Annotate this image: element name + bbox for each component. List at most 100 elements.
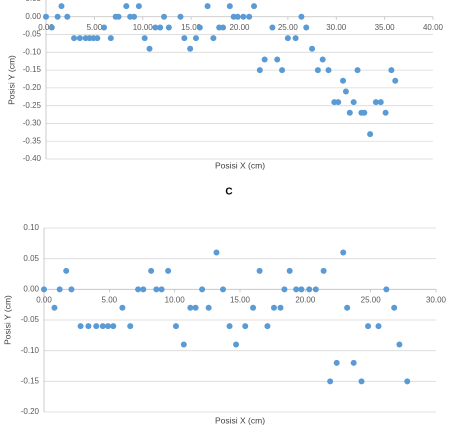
point	[68, 286, 75, 293]
point	[148, 267, 155, 274]
point	[56, 286, 63, 293]
point	[187, 304, 194, 311]
point	[361, 109, 368, 116]
point	[333, 359, 340, 366]
x-axis-title: Posisi X (cm)	[215, 160, 265, 170]
point	[85, 323, 92, 330]
x-axis-title: Posisi X (cm)	[215, 415, 265, 425]
point	[165, 267, 172, 274]
y-tick-label: -0.15	[23, 65, 42, 74]
point	[99, 323, 106, 330]
point	[404, 378, 411, 385]
y-tick-label: -0.25	[23, 101, 42, 110]
y-tick-label: 0.05	[25, 0, 41, 3]
point	[354, 67, 361, 74]
point	[309, 45, 316, 52]
y-tick-label: -0.20	[23, 83, 42, 92]
point	[256, 267, 263, 274]
point	[298, 286, 305, 293]
point	[319, 56, 326, 63]
y-tick-label: -0.35	[23, 136, 42, 145]
point	[41, 286, 47, 293]
x-tick-label: 5.00	[102, 295, 118, 304]
point	[131, 13, 138, 20]
point	[234, 13, 241, 20]
point	[226, 323, 233, 330]
point	[292, 35, 299, 42]
point	[377, 99, 384, 106]
y-axis-title: Posisi Y (cm)	[2, 295, 12, 345]
x-tick-label: 20.00	[229, 23, 250, 32]
point	[43, 13, 49, 20]
x-tick-label: 10.00	[165, 295, 186, 304]
x-tick-label: 0.00	[38, 23, 54, 32]
point	[242, 323, 249, 330]
x-tick-label: 30.00	[426, 295, 447, 304]
point	[314, 67, 321, 74]
point	[320, 267, 327, 274]
point	[226, 3, 233, 10]
y-tick-label: -0.05	[23, 30, 42, 39]
point	[152, 24, 159, 31]
point	[165, 24, 172, 31]
point	[210, 35, 217, 42]
point	[327, 378, 334, 385]
point	[115, 13, 122, 20]
y-tick-label: -0.10	[23, 47, 42, 56]
point	[382, 109, 389, 116]
point	[199, 286, 206, 293]
caption: C	[225, 187, 232, 198]
y-tick-label: -0.10	[21, 346, 40, 355]
point	[180, 341, 187, 348]
point	[325, 67, 332, 74]
point	[192, 35, 199, 42]
y-tick-label: 0.00	[25, 12, 41, 21]
point	[107, 35, 114, 42]
point	[306, 286, 313, 293]
point	[54, 13, 61, 20]
point	[172, 323, 179, 330]
point	[350, 99, 357, 106]
point	[344, 304, 351, 311]
y-tick-label: 0.10	[23, 223, 39, 232]
x-tick-label: 40.00	[423, 23, 444, 32]
point	[284, 35, 291, 42]
point	[350, 359, 357, 366]
point	[119, 304, 126, 311]
point	[269, 24, 276, 31]
point	[123, 3, 130, 10]
point	[375, 323, 382, 330]
y-tick-label: -0.30	[23, 119, 42, 128]
point	[312, 286, 319, 293]
point	[250, 304, 257, 311]
point	[340, 77, 347, 84]
point	[342, 88, 349, 95]
point	[135, 286, 142, 293]
point	[277, 304, 284, 311]
point	[392, 77, 399, 84]
point	[205, 304, 212, 311]
point	[187, 45, 194, 52]
x-tick-label: 15.00	[181, 23, 202, 32]
point	[177, 13, 184, 20]
y-tick-label: -0.05	[21, 315, 40, 324]
point	[192, 304, 199, 311]
y-tick-label: -0.40	[23, 154, 42, 163]
point	[383, 286, 390, 293]
y-axis-title: Posisi Y (cm)	[6, 55, 16, 105]
point	[396, 341, 403, 348]
point	[76, 35, 83, 42]
point	[63, 267, 70, 274]
point	[298, 13, 305, 20]
point	[204, 3, 211, 10]
x-tick-label: 25.00	[361, 295, 382, 304]
point	[293, 286, 300, 293]
y-tick-label: 0.05	[23, 254, 39, 263]
point	[220, 24, 227, 31]
x-tick-label: 35.00	[375, 23, 396, 32]
point	[94, 35, 101, 42]
point	[365, 323, 372, 330]
x-tick-label: 10.00	[133, 23, 154, 32]
y-tick-label: -0.20	[21, 407, 40, 416]
